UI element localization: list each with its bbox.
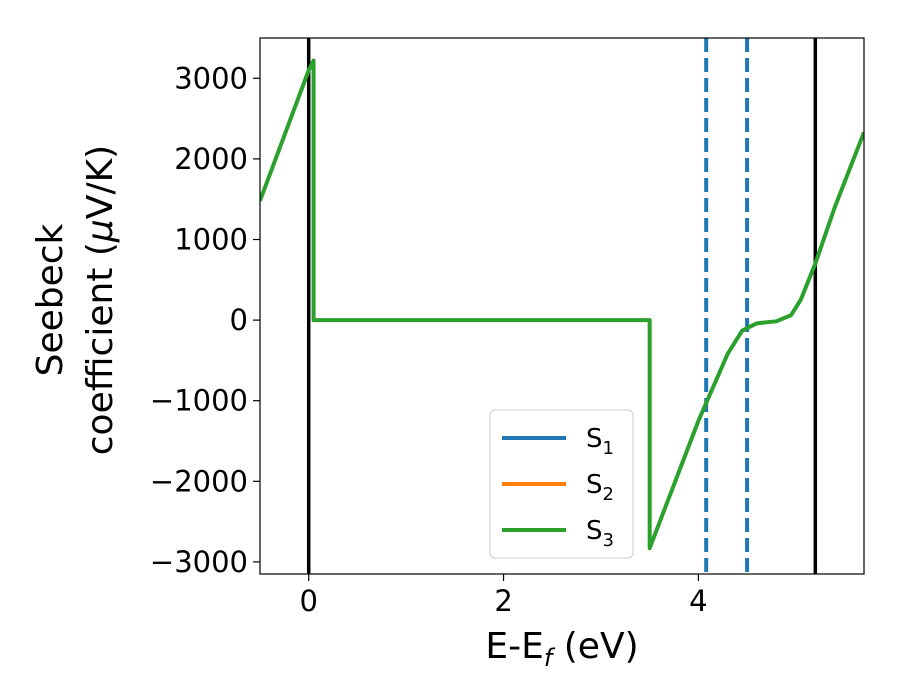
legend: S1 S2 S3: [489, 409, 634, 559]
legend-label-3: S3: [586, 516, 614, 551]
plot-frame: [259, 37, 865, 575]
x-tick-label: 0: [299, 584, 317, 618]
y-tick-label: 3000: [174, 61, 248, 95]
x-axis-label: E-Ef (eV): [485, 626, 638, 672]
legend-label-1: S1: [586, 424, 614, 459]
y-axis-label-line1: Seebeck: [30, 223, 71, 376]
y-axis-label: Seebeck coefficient (μV/K): [30, 145, 121, 455]
y-ticks: −3000 −2000 −1000 0 1000 2000 3000: [150, 61, 260, 579]
y-tick-label: 2000: [174, 142, 248, 176]
y-tick-label: 0: [230, 303, 248, 337]
y-axis-label-line2: coefficient (μV/K): [80, 145, 121, 455]
legend-label-2: S2: [586, 470, 614, 505]
x-tick-label: 4: [689, 584, 707, 618]
vertical-lines: [306, 38, 818, 574]
y-tick-label: −2000: [150, 464, 248, 498]
y-tick-label: −1000: [150, 384, 248, 418]
x-tick-label: 2: [494, 584, 512, 618]
series-lines: [260, 58, 864, 551]
series-line-0: [260, 58, 864, 551]
y-tick-label: 1000: [174, 223, 248, 257]
y-tick-label: −3000: [150, 545, 248, 579]
x-ticks: 0 2 4: [299, 574, 708, 618]
